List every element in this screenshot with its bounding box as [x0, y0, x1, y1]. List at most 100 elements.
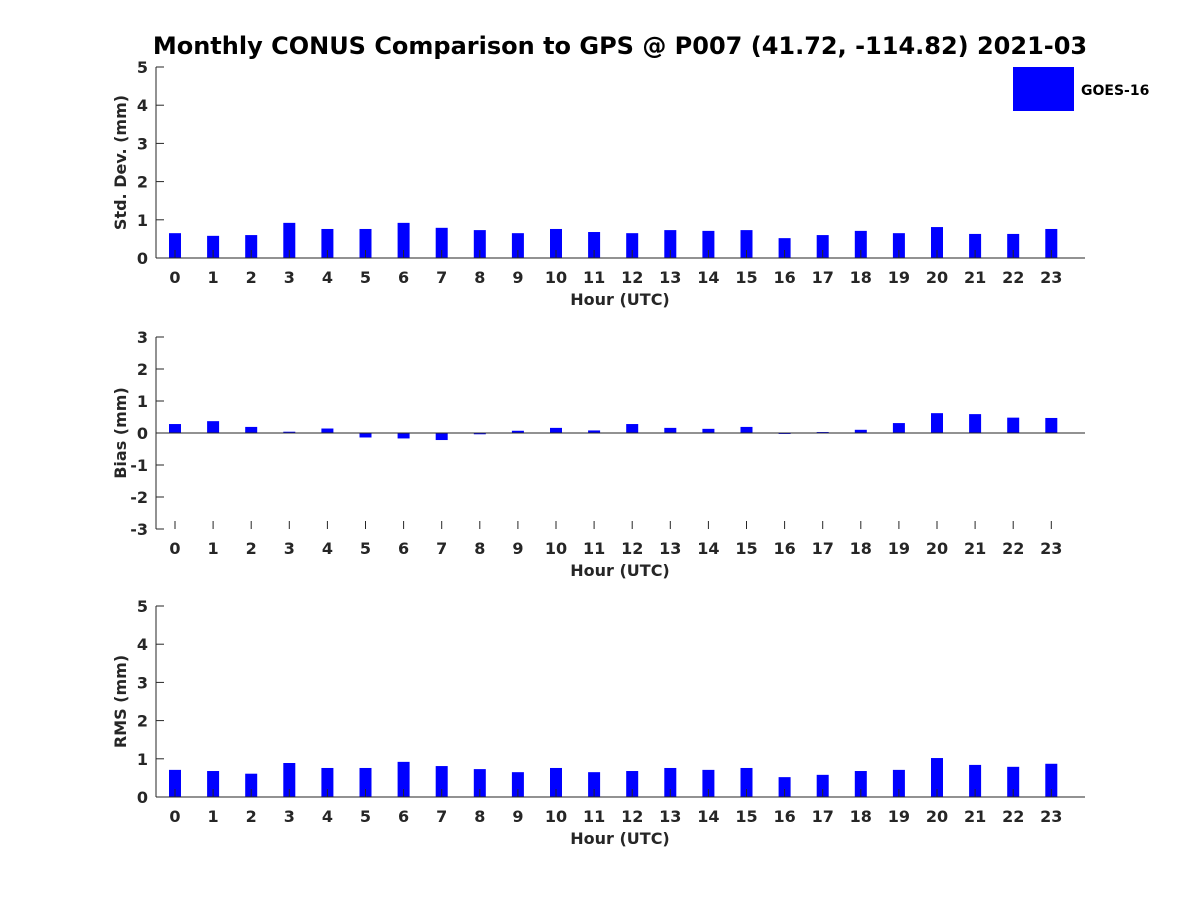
bar-hour-9: [511, 772, 524, 797]
bar-hour-13: [664, 767, 677, 797]
bar-hour-21: [969, 233, 982, 258]
y-tick-label: -2: [130, 488, 148, 507]
legend: GOES-16: [1013, 67, 1149, 111]
bar-hour-18: [854, 230, 867, 258]
bar-hour-3: [283, 431, 296, 433]
y-tick-label: 1: [137, 211, 148, 230]
x-tick-label: 8: [474, 807, 485, 826]
x-tick-label: 16: [773, 539, 795, 558]
bar-hour-7: [435, 227, 448, 258]
y-tick-label: 0: [137, 424, 148, 443]
x-tick-label: 7: [436, 807, 447, 826]
bar-hour-15: [740, 230, 753, 258]
x-tick-label: 19: [888, 539, 910, 558]
x-tick-label: 16: [773, 807, 795, 826]
x-tick-label: 13: [659, 539, 681, 558]
bar-hour-16: [778, 238, 791, 258]
x-tick-label: 9: [512, 807, 523, 826]
bar-hour-8: [473, 230, 486, 258]
bar-hour-9: [511, 233, 524, 258]
x-tick-label: 9: [512, 268, 523, 287]
x-tick-label: 15: [735, 539, 757, 558]
bar-hour-5: [359, 767, 372, 797]
bar-hour-0: [169, 233, 181, 258]
x-tick-label: 1: [208, 268, 219, 287]
x-tick-label: 14: [697, 268, 719, 287]
x-tick-label: 0: [169, 807, 180, 826]
bar-hour-6: [397, 761, 410, 797]
x-tick-label: 6: [398, 268, 409, 287]
x-tick-label: 7: [436, 268, 447, 287]
x-tick-label: 13: [659, 807, 681, 826]
bar-hour-0: [169, 769, 181, 797]
bar-hour-6: [397, 222, 410, 258]
x-tick-label: 21: [964, 539, 986, 558]
bar-hour-4: [321, 428, 334, 433]
x-tick-label: 9: [512, 539, 523, 558]
x-tick-label: 11: [583, 539, 605, 558]
x-tick-label: 21: [964, 807, 986, 826]
x-tick-label: 3: [284, 539, 295, 558]
bar-hour-18: [854, 429, 867, 433]
x-tick-label: 1: [208, 539, 219, 558]
bar-hour-3: [283, 763, 296, 797]
bar-hour-19: [892, 769, 905, 797]
x-tick-label: 6: [398, 807, 409, 826]
bar-hour-14: [702, 769, 715, 797]
bar-hour-10: [550, 427, 562, 433]
bar-hour-8: [473, 769, 486, 797]
bar-hour-13: [664, 427, 677, 433]
bar-hour-11: [588, 772, 601, 797]
bar-hour-20: [931, 227, 943, 258]
x-tick-label: 6: [398, 539, 409, 558]
x-tick-label: 12: [621, 268, 643, 287]
bar-hour-22: [1007, 766, 1020, 797]
x-tick-label: 17: [812, 539, 834, 558]
x-tick-label: 10: [545, 807, 567, 826]
bar-hour-19: [892, 233, 905, 258]
x-tick-label: 4: [322, 807, 333, 826]
y-tick-label: 4: [137, 635, 148, 654]
x-tick-label: 14: [697, 539, 719, 558]
y-axis-label: Std. Dev. (mm): [111, 95, 130, 230]
bar-hour-12: [626, 771, 639, 797]
y-tick-label: 2: [137, 360, 148, 379]
bar-hour-8: [473, 433, 486, 435]
x-tick-label: 15: [735, 268, 757, 287]
x-tick-label: 3: [284, 268, 295, 287]
x-tick-label: 12: [621, 807, 643, 826]
bar-hour-2: [245, 426, 258, 433]
x-tick-label: 17: [812, 268, 834, 287]
x-tick-label: 15: [735, 807, 757, 826]
bar-hour-7: [435, 433, 448, 441]
x-tick-label: 4: [322, 539, 333, 558]
bar-hour-21: [969, 414, 982, 433]
x-tick-label: 5: [360, 807, 371, 826]
x-tick-label: 5: [360, 539, 371, 558]
bar-hour-17: [816, 774, 829, 797]
bar-hour-21: [969, 764, 982, 797]
y-tick-label: 1: [137, 750, 148, 769]
bar-hour-7: [435, 766, 448, 797]
bar-hour-2: [245, 235, 258, 258]
bar-hour-1: [207, 421, 220, 433]
x-tick-label: 14: [697, 807, 719, 826]
x-tick-label: 18: [850, 268, 872, 287]
x-tick-label: 11: [583, 807, 605, 826]
bar-hour-14: [702, 428, 715, 433]
x-tick-label: 22: [1002, 807, 1024, 826]
x-tick-label: 16: [773, 268, 795, 287]
x-tick-label: 23: [1040, 539, 1062, 558]
y-tick-label: 1: [137, 392, 148, 411]
x-tick-label: 23: [1040, 807, 1062, 826]
x-tick-label: 13: [659, 268, 681, 287]
bar-hour-10: [550, 767, 562, 797]
y-tick-label: 0: [137, 249, 148, 268]
bar-hour-4: [321, 767, 334, 797]
bar-hour-10: [550, 228, 562, 258]
y-tick-label: 3: [137, 673, 148, 692]
x-tick-label: 23: [1040, 268, 1062, 287]
